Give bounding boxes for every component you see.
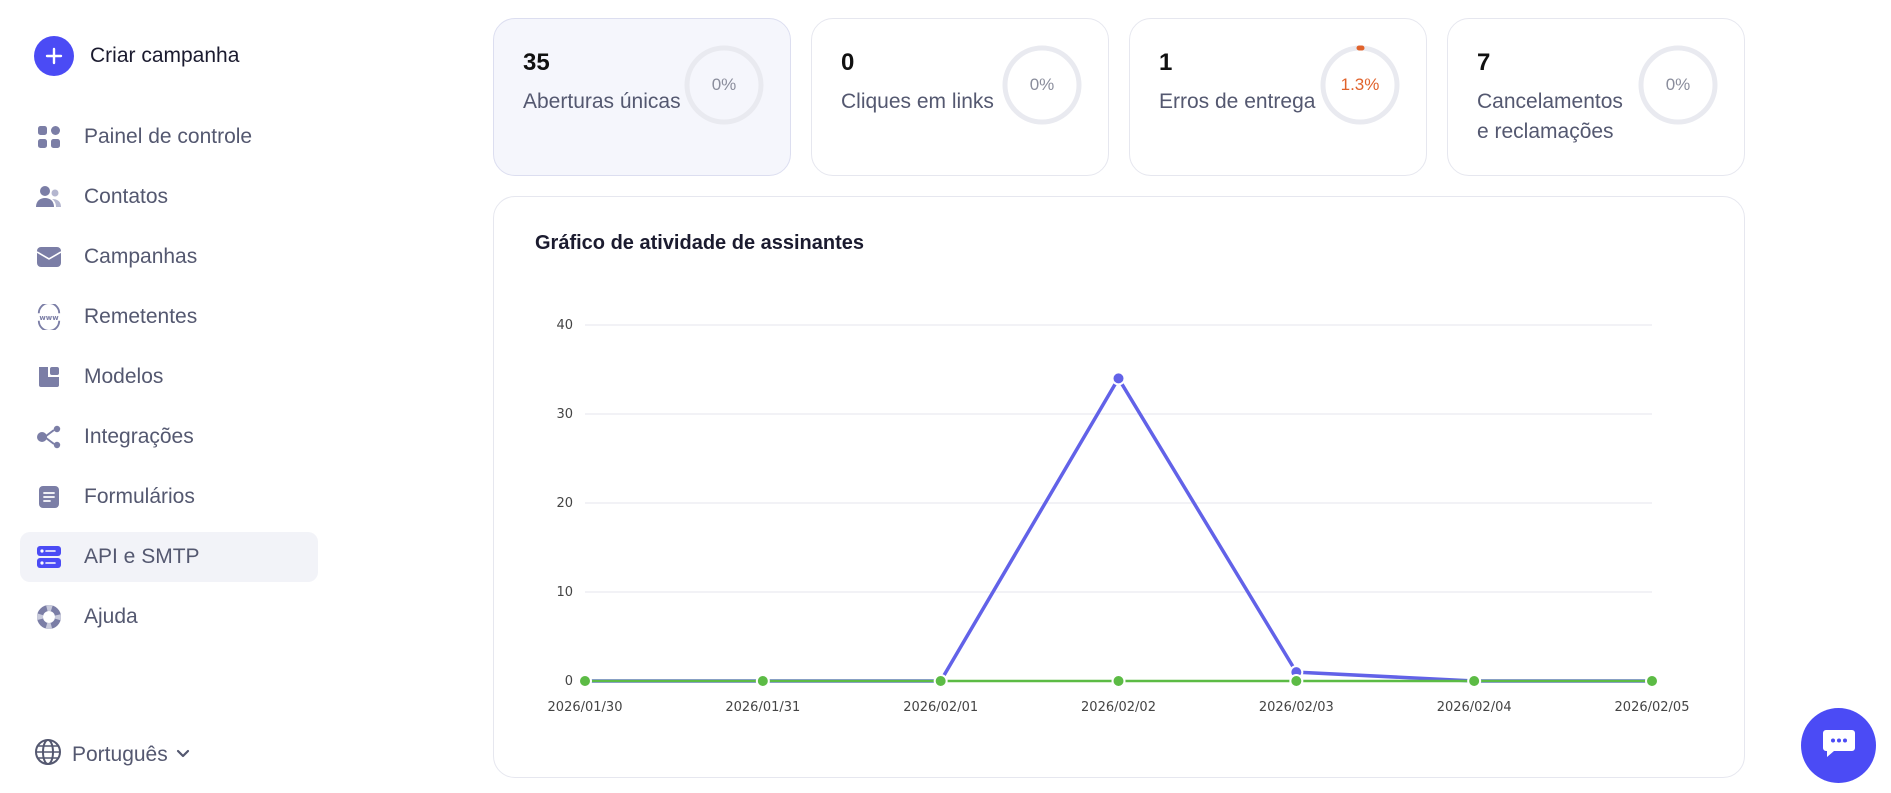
chat-button[interactable] (1801, 708, 1876, 783)
x-tick-label: 2026/02/02 (1081, 700, 1156, 715)
dashboard-icon (36, 124, 62, 150)
sidebar-item-campaigns[interactable]: Campanhas (20, 232, 318, 282)
data-point (933, 674, 948, 688)
integrations-icon (36, 424, 62, 450)
data-point (1111, 674, 1126, 688)
data-point (1467, 674, 1482, 688)
stat-card-link-clicks[interactable]: 0 Cliques em links 0% (811, 18, 1109, 176)
stat-card-unique-opens[interactable]: 35 Aberturas únicas 0% (493, 18, 791, 176)
sidebar-item-label: Painel de controle (84, 125, 253, 148)
y-tick-label: 30 (556, 407, 573, 422)
x-tick-label: 2026/02/04 (1437, 700, 1512, 715)
language-selector[interactable]: Português (34, 738, 190, 771)
x-tick-label: 2026/01/31 (725, 700, 800, 715)
create-campaign-label: Criar campanha (90, 44, 240, 67)
stat-value: 7 (1477, 49, 1491, 76)
sidebar: Criar campanha Painel de controle Contat… (0, 0, 340, 793)
progress-ring: 0% (1002, 45, 1082, 125)
stat-value: 1 (1159, 49, 1173, 76)
data-point (755, 674, 770, 688)
progress-ring: 1.3% (1320, 45, 1400, 125)
sidebar-item-senders[interactable]: www Remetentes (20, 292, 318, 342)
progress-ring: 0% (1638, 45, 1718, 125)
sidebar-item-label: Formulários (84, 485, 195, 508)
globe-icon (34, 738, 62, 771)
templates-icon (36, 364, 62, 390)
stat-percent: 0% (711, 75, 737, 94)
y-tick-label: 10 (556, 585, 573, 600)
sidebar-item-label: API e SMTP (84, 545, 200, 568)
sidebar-item-forms[interactable]: Formulários (20, 472, 318, 522)
x-tick-label: 2026/02/01 (903, 700, 978, 715)
chart-title: Gráfico de atividade de assinantes (535, 232, 865, 254)
sidebar-item-label: Ajuda (84, 605, 138, 628)
data-point (1111, 371, 1126, 386)
chat-icon (1822, 728, 1856, 763)
api-icon (36, 544, 62, 570)
x-tick-label: 2026/01/30 (548, 700, 623, 715)
stat-label: Aberturas únicas (523, 90, 681, 113)
chevron-down-icon (176, 746, 190, 764)
help-icon (36, 604, 62, 630)
stat-label: Cancelamentos e reclamações (1477, 90, 1623, 143)
sidebar-item-api-smtp[interactable]: API e SMTP (20, 532, 318, 582)
data-point (1645, 674, 1659, 688)
data-point (578, 674, 592, 688)
svg-text:www: www (39, 314, 59, 322)
stat-percent: 0% (1029, 75, 1055, 94)
progress-ring: 0% (684, 45, 764, 125)
y-tick-label: 20 (556, 496, 573, 511)
y-tick-label: 0 (565, 674, 573, 689)
campaigns-icon (36, 244, 62, 270)
data-point (1289, 674, 1304, 688)
sidebar-item-contacts[interactable]: Contatos (20, 172, 318, 222)
senders-icon: www (36, 304, 62, 330)
stat-label: Cliques em links (841, 90, 994, 113)
subscriber-activity-panel: Gráfico de atividade de assinantes 0 10 20… (493, 196, 1745, 778)
stat-value: 0 (841, 49, 855, 76)
contacts-icon (36, 184, 62, 210)
stat-card-unsubscribes[interactable]: 7 Cancelamentos e reclamações 0% (1447, 18, 1745, 176)
y-tick-label: 40 (556, 318, 573, 333)
series-line (585, 376, 1652, 683)
language-label: Português (72, 742, 168, 766)
sidebar-nav: Painel de controle Contatos Campanhas ww… (20, 112, 318, 652)
sidebar-item-label: Modelos (84, 365, 164, 388)
x-tick-label: 2026/02/05 (1615, 700, 1690, 715)
sidebar-item-help[interactable]: Ajuda (20, 592, 318, 642)
create-campaign-button[interactable]: Criar campanha (34, 36, 239, 76)
stat-value: 35 (523, 49, 550, 76)
stat-percent: 0% (1665, 75, 1691, 94)
sidebar-item-integrations[interactable]: Integrações (20, 412, 318, 462)
stat-card-delivery-errors[interactable]: 1 Erros de entrega 1.3% (1129, 18, 1427, 176)
plus-icon (34, 36, 74, 76)
sidebar-item-label: Remetentes (84, 305, 198, 328)
forms-icon (36, 484, 62, 510)
sidebar-item-label: Integrações (84, 425, 194, 448)
stat-label: Erros de entrega (1159, 90, 1316, 113)
sidebar-item-label: Contatos (84, 185, 169, 208)
x-tick-label: 2026/02/03 (1259, 700, 1334, 715)
sidebar-item-label: Campanhas (84, 245, 198, 268)
sidebar-item-dashboard[interactable]: Painel de controle (20, 112, 318, 162)
activity-line-chart: 0 10 20 30 40 2026/01/30 2026/01/31 2026/02/01 2… (548, 318, 1690, 715)
sidebar-item-templates[interactable]: Modelos (20, 352, 318, 402)
stat-percent: 1.3% (1340, 75, 1380, 94)
